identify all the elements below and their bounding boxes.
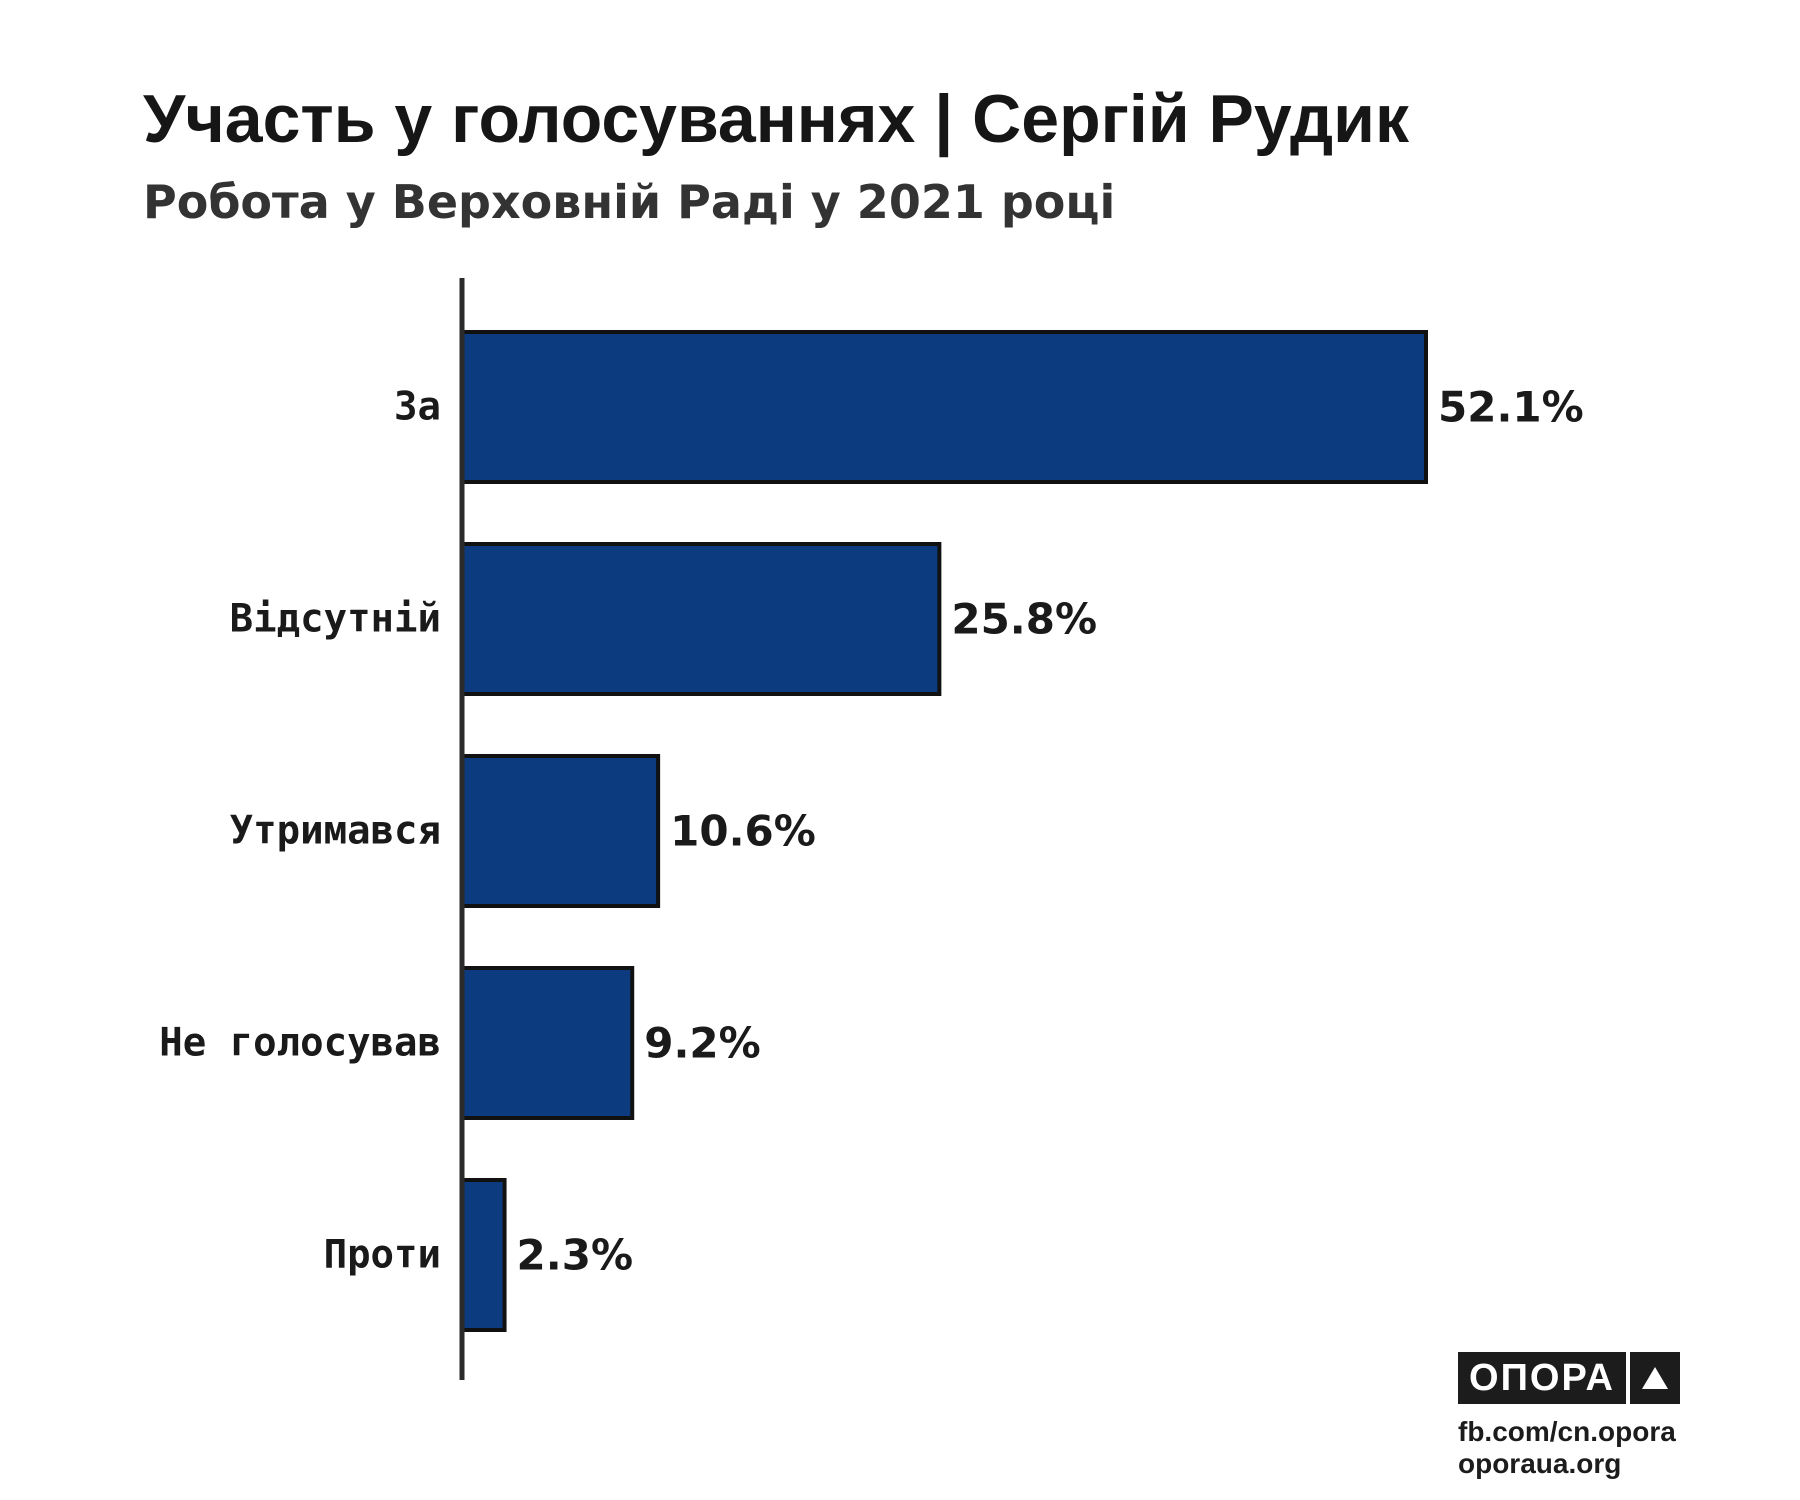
bar-3 bbox=[460, 754, 661, 908]
logo-wordmark: ОПОРА bbox=[1458, 1352, 1626, 1404]
value-label: 9.2% bbox=[644, 1019, 760, 1068]
category-label: За bbox=[394, 385, 441, 430]
bar-4 bbox=[460, 966, 635, 1120]
triangle-icon bbox=[1630, 1352, 1680, 1404]
bars-layer bbox=[460, 330, 1428, 1332]
website-link[interactable]: oporaua.org bbox=[1458, 1448, 1622, 1479]
facebook-link[interactable]: fb.com/cn.opora bbox=[1458, 1416, 1676, 1447]
bar-5 bbox=[460, 1178, 507, 1332]
opora-logo: ОПОРА bbox=[1458, 1352, 1680, 1404]
bar-1 bbox=[460, 330, 1428, 484]
chart-subtitle: Робота у Верховній Раді у 2021 році bbox=[143, 175, 1116, 229]
labels-layer: За 52.1% Відсутній 25.8% Утримався 10.6% Не го… bbox=[159, 383, 1583, 1280]
value-label: 25.8% bbox=[951, 595, 1097, 644]
category-label: Не голосував bbox=[159, 1021, 441, 1066]
chart-title: Участь у голосуваннях | Сергій Рудик bbox=[143, 81, 1410, 157]
value-label: 2.3% bbox=[517, 1231, 633, 1280]
value-label: 10.6% bbox=[670, 807, 816, 856]
value-label: 52.1% bbox=[1438, 383, 1584, 432]
category-label: Проти bbox=[324, 1233, 441, 1278]
bar-2 bbox=[460, 542, 942, 696]
category-label: Утримався bbox=[230, 809, 441, 854]
category-label: Відсутній bbox=[230, 597, 441, 642]
